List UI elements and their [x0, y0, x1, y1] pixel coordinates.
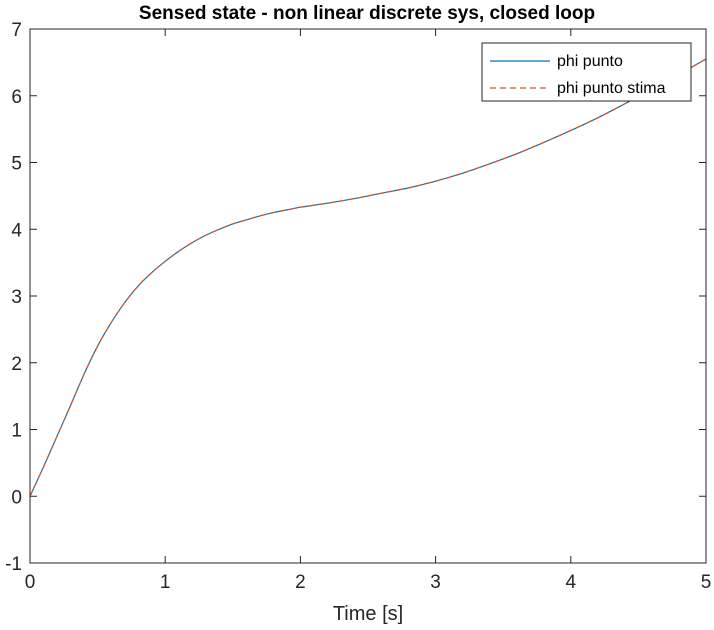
y-tick-label: 3 — [11, 287, 22, 308]
legend: phi punto phi punto stima — [481, 42, 692, 102]
x-tick-label: 0 — [25, 572, 36, 593]
y-tick-label: 6 — [11, 87, 22, 108]
legend-label-phi-punto-stima: phi punto stima — [557, 80, 666, 97]
y-tick-label: 7 — [11, 20, 22, 41]
y-tick-label: -1 — [5, 554, 22, 575]
legend-box — [481, 42, 692, 102]
plot-frame — [29, 28, 707, 564]
y-tick-label: 4 — [11, 220, 22, 241]
chart-title: Sensed state - non linear discrete sys, … — [139, 3, 595, 24]
y-tick-label: 5 — [11, 154, 22, 175]
x-tick-label: 4 — [566, 572, 577, 593]
x-axis-label: Time [s] — [333, 603, 403, 625]
plot-area — [30, 29, 706, 563]
x-tick-label: 1 — [160, 572, 171, 593]
x-tick-label: 5 — [701, 572, 712, 593]
series-lines — [29, 58, 707, 497]
x-tick-label: 2 — [295, 572, 306, 593]
y-tick-label: 2 — [11, 354, 22, 375]
series-line-phi-punto — [29, 58, 707, 497]
legend-label-phi-punto: phi punto — [557, 53, 623, 70]
y-tick-label: 0 — [11, 487, 22, 508]
y-tick-label: 1 — [11, 421, 22, 442]
x-tick-label: 3 — [430, 572, 441, 593]
